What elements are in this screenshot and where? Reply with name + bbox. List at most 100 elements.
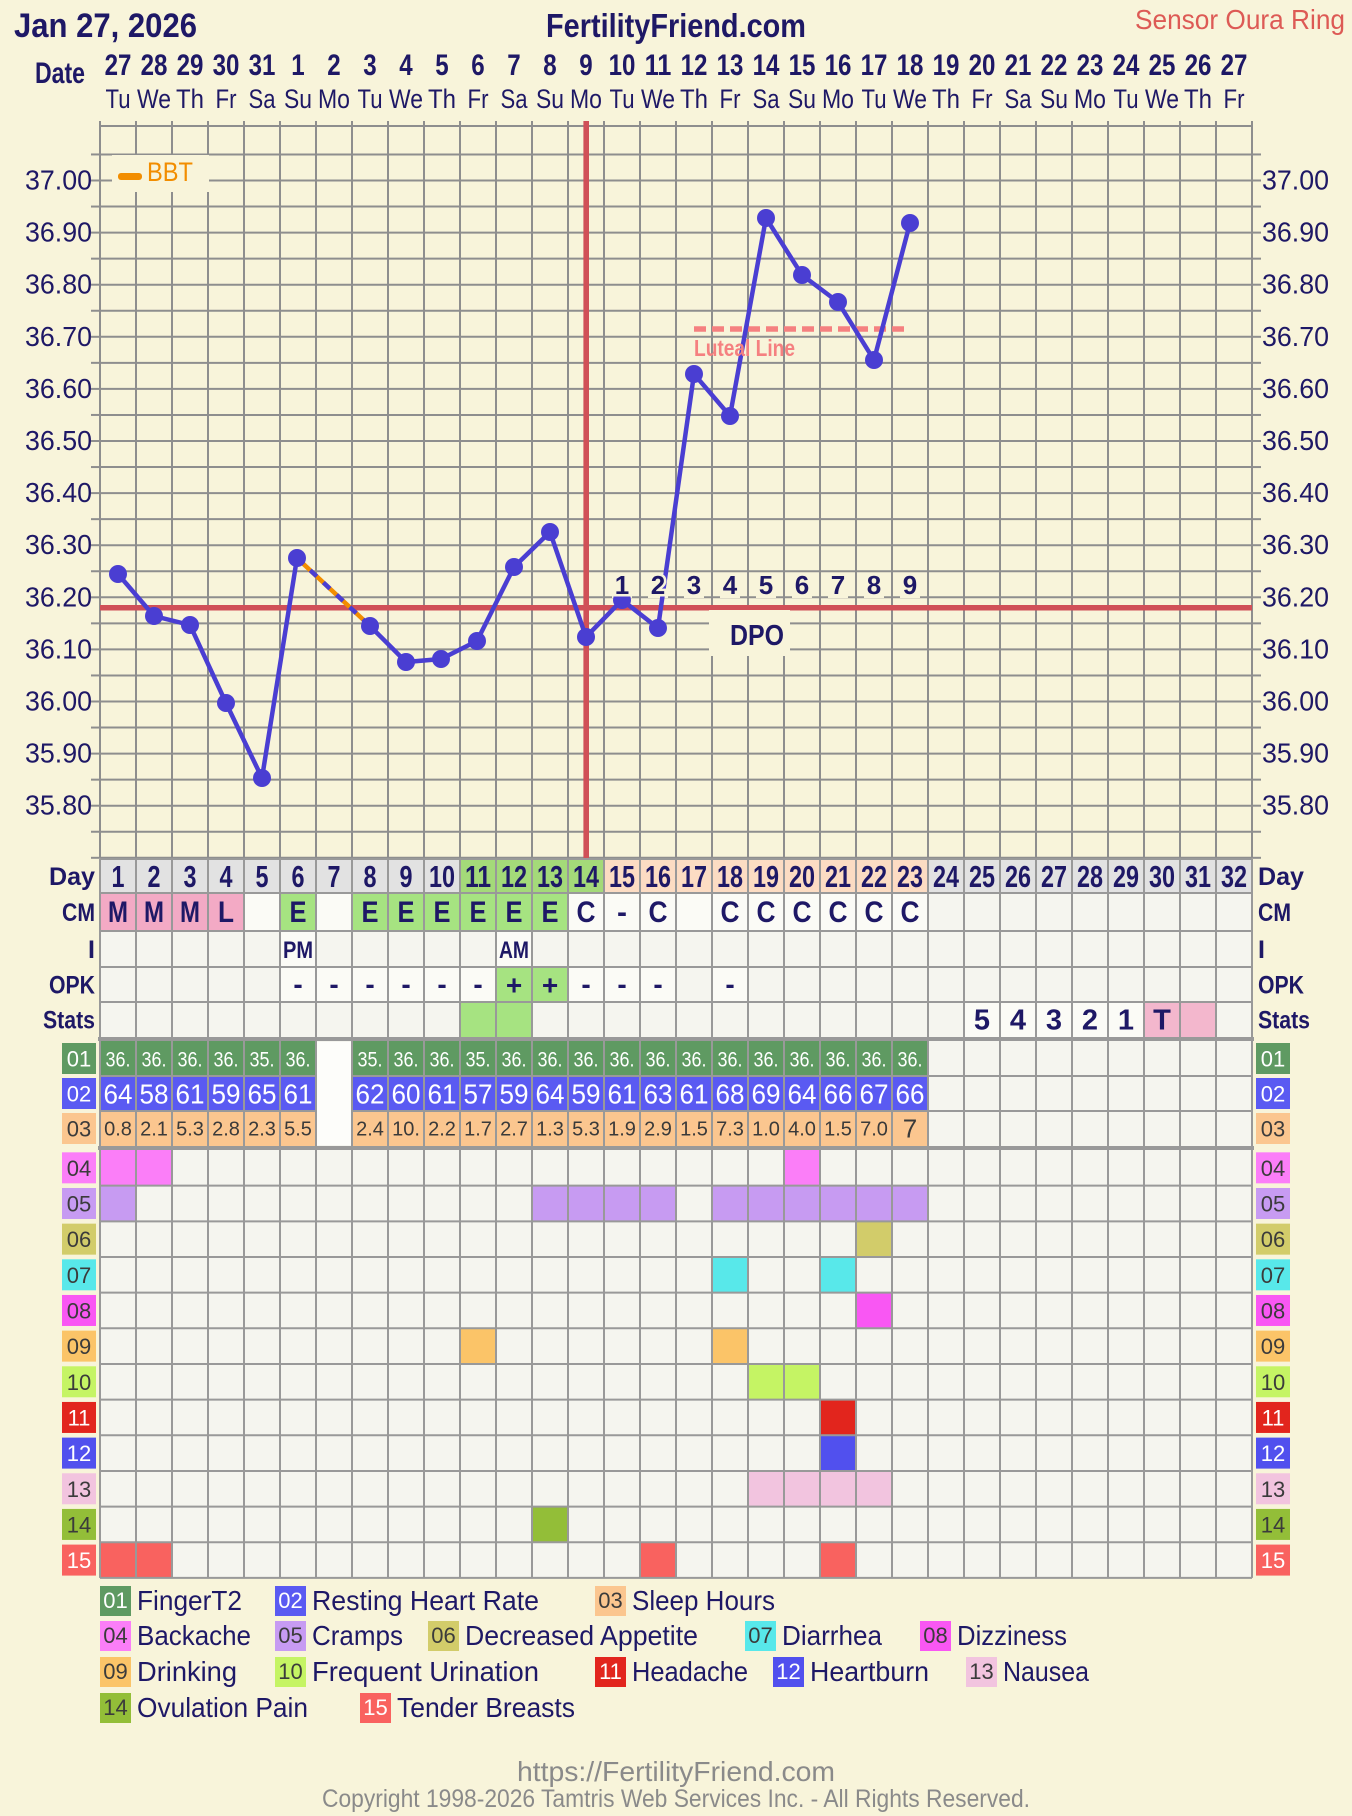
- svg-text:4: 4: [220, 859, 234, 894]
- svg-text:We: We: [137, 84, 171, 114]
- svg-text:36.20: 36.20: [25, 581, 92, 612]
- svg-text:07: 07: [67, 1263, 91, 1288]
- svg-text:36.90: 36.90: [1262, 217, 1329, 248]
- svg-text:36.: 36.: [178, 1049, 203, 1072]
- svg-text:M: M: [144, 896, 164, 929]
- svg-text:E: E: [506, 896, 523, 929]
- svg-text:36.: 36.: [862, 1049, 887, 1072]
- svg-text:-: -: [581, 969, 590, 1000]
- svg-text:06: 06: [1261, 1227, 1285, 1252]
- svg-text:3: 3: [363, 49, 376, 82]
- svg-text:20: 20: [969, 49, 996, 82]
- svg-text:Nausea: Nausea: [1003, 1656, 1089, 1687]
- svg-text:10.: 10.: [392, 1119, 420, 1141]
- svg-text:26: 26: [1185, 49, 1212, 82]
- svg-text:69: 69: [752, 1079, 781, 1110]
- svg-text:8: 8: [364, 859, 377, 894]
- svg-text:1.7: 1.7: [464, 1119, 492, 1141]
- svg-text:PM: PM: [283, 937, 313, 964]
- svg-text:13: 13: [1261, 1477, 1285, 1502]
- svg-text:Tender Breasts: Tender Breasts: [397, 1692, 575, 1723]
- svg-text:CM: CM: [1258, 899, 1291, 927]
- svg-text:4.0: 4.0: [788, 1119, 816, 1141]
- svg-text:-: -: [473, 969, 482, 1000]
- svg-text:30: 30: [1149, 859, 1175, 894]
- svg-text:https://FertilityFriend.com: https://FertilityFriend.com: [517, 1756, 835, 1787]
- svg-text:59: 59: [500, 1079, 529, 1110]
- svg-text:22: 22: [861, 859, 887, 894]
- svg-text:Fr: Fr: [720, 84, 741, 114]
- svg-text:14: 14: [573, 859, 600, 894]
- svg-text:36.30: 36.30: [1262, 529, 1329, 560]
- svg-text:Sensor Oura Ring: Sensor Oura Ring: [1135, 4, 1345, 35]
- svg-text:-: -: [617, 969, 626, 1000]
- svg-text:31: 31: [1185, 859, 1211, 894]
- svg-text:2.1: 2.1: [140, 1119, 168, 1141]
- svg-text:2: 2: [1082, 1005, 1098, 1037]
- svg-text:36.: 36.: [790, 1049, 815, 1072]
- svg-text:12: 12: [1261, 1441, 1285, 1466]
- svg-text:16: 16: [825, 49, 852, 82]
- svg-text:2: 2: [327, 49, 340, 82]
- svg-text:Tu: Tu: [862, 84, 887, 114]
- svg-text:68: 68: [716, 1079, 745, 1110]
- svg-text:10: 10: [1261, 1370, 1285, 1395]
- svg-text:36.60: 36.60: [1262, 373, 1329, 404]
- svg-text:E: E: [398, 896, 415, 929]
- svg-text:+: +: [542, 970, 558, 1001]
- svg-text:Fr: Fr: [216, 84, 237, 114]
- svg-text:4: 4: [1010, 1005, 1026, 1037]
- svg-text:22: 22: [1041, 49, 1068, 82]
- svg-text:5.5: 5.5: [284, 1119, 312, 1141]
- svg-text:37.00: 37.00: [1262, 165, 1329, 196]
- svg-text:C: C: [721, 896, 740, 929]
- svg-text:1: 1: [1118, 1005, 1134, 1037]
- svg-text:63: 63: [644, 1079, 673, 1110]
- svg-text:2.9: 2.9: [644, 1119, 672, 1141]
- svg-text:67: 67: [860, 1079, 889, 1110]
- svg-text:7.3: 7.3: [716, 1119, 744, 1141]
- svg-text:19: 19: [933, 49, 960, 82]
- svg-text:Decreased Appetite: Decreased Appetite: [465, 1620, 698, 1651]
- svg-text:4: 4: [723, 570, 738, 600]
- svg-text:11: 11: [465, 859, 491, 894]
- svg-text:36.80: 36.80: [1262, 269, 1329, 300]
- svg-text:24: 24: [933, 859, 960, 894]
- svg-text:18: 18: [897, 49, 924, 82]
- svg-text:OPK: OPK: [49, 972, 95, 1000]
- svg-text:E: E: [542, 896, 559, 929]
- svg-text:-: -: [725, 969, 734, 1000]
- svg-text:36.: 36.: [718, 1049, 743, 1072]
- svg-text:11: 11: [68, 1405, 91, 1430]
- svg-text:29: 29: [1113, 859, 1139, 894]
- svg-text:5: 5: [974, 1005, 990, 1037]
- svg-text:6: 6: [292, 859, 305, 894]
- svg-text:Fr: Fr: [972, 84, 993, 114]
- svg-text:1: 1: [615, 570, 629, 600]
- svg-text:Su: Su: [284, 84, 312, 114]
- svg-text:36.: 36.: [538, 1049, 563, 1072]
- svg-text:Luteal Line: Luteal Line: [694, 335, 795, 361]
- svg-text:9: 9: [400, 859, 413, 894]
- svg-text:61: 61: [284, 1079, 313, 1110]
- svg-text:Mo: Mo: [318, 84, 350, 114]
- svg-text:61: 61: [608, 1079, 637, 1110]
- svg-text:8: 8: [543, 49, 556, 82]
- svg-text:28: 28: [141, 49, 168, 82]
- svg-text:M: M: [108, 896, 128, 929]
- svg-text:E: E: [290, 896, 307, 929]
- svg-text:36.: 36.: [502, 1049, 527, 1072]
- svg-text:2.7: 2.7: [500, 1119, 528, 1141]
- svg-text:27: 27: [105, 49, 132, 82]
- svg-text:Day: Day: [49, 863, 95, 891]
- svg-text:Stats: Stats: [1258, 1007, 1310, 1035]
- svg-text:08: 08: [67, 1298, 91, 1323]
- svg-text:1.0: 1.0: [752, 1119, 780, 1141]
- svg-text:Sa: Sa: [501, 84, 529, 114]
- svg-text:04: 04: [103, 1623, 127, 1648]
- svg-text:08: 08: [923, 1623, 947, 1648]
- svg-text:Th: Th: [932, 84, 960, 114]
- svg-text:C: C: [649, 896, 668, 929]
- svg-text:36.: 36.: [142, 1049, 167, 1072]
- svg-text:Su: Su: [788, 84, 816, 114]
